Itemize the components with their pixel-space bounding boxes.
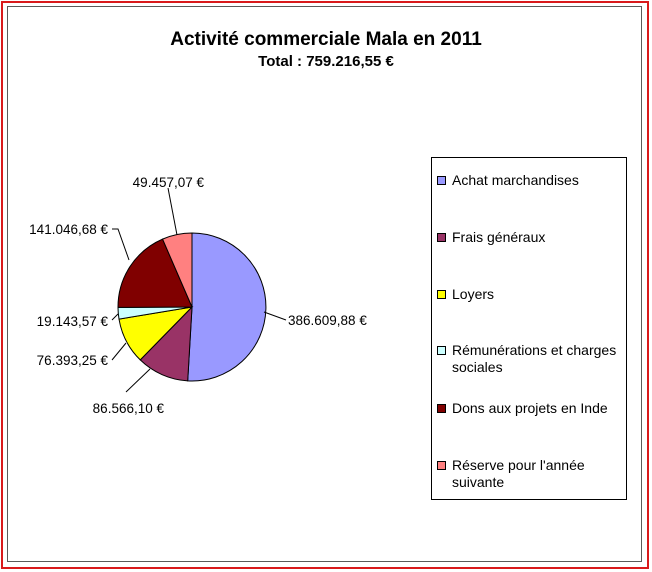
chart-subtitle: Total : 759.216,55 €: [258, 53, 394, 70]
data-label: 19.143,57 €: [37, 314, 109, 329]
data-label: 76.393,25 €: [37, 353, 109, 368]
leader-line: [112, 228, 130, 261]
pie-slice: [117, 238, 193, 308]
data-label: 141.046,68 €: [29, 222, 108, 237]
leader-line: [167, 187, 178, 236]
legend-label: Achat marchandises: [452, 172, 579, 188]
leader-line: [125, 368, 151, 393]
legend-swatch: [437, 461, 446, 470]
chart-title: Activité commerciale Mala en 2011: [170, 29, 482, 50]
legend-swatch: [437, 176, 446, 185]
legend-swatch: [437, 404, 446, 413]
data-label: 86.566,10 €: [93, 401, 165, 416]
legend-label: Loyers: [452, 286, 495, 302]
legend-swatch: [437, 346, 446, 355]
legend-swatch: [437, 290, 446, 299]
pie-slice: [187, 232, 267, 382]
legend-label: Frais généraux: [452, 229, 546, 245]
legend-label: Réserve pour l'année suivante: [452, 457, 585, 490]
legend-label: Rémunérations et charges sociales: [452, 342, 617, 375]
legend-label: Dons aux projets en Inde: [452, 400, 608, 416]
leader-line: [263, 311, 287, 321]
legend: Achat marchandises Frais généraux Loyers Ré…: [431, 157, 627, 500]
legend-swatch: [437, 233, 446, 242]
data-label: 49.457,07 €: [133, 175, 205, 190]
leader-line: [111, 342, 127, 361]
leader-line: [111, 313, 119, 321]
data-label: 386.609,88 €: [288, 313, 367, 328]
